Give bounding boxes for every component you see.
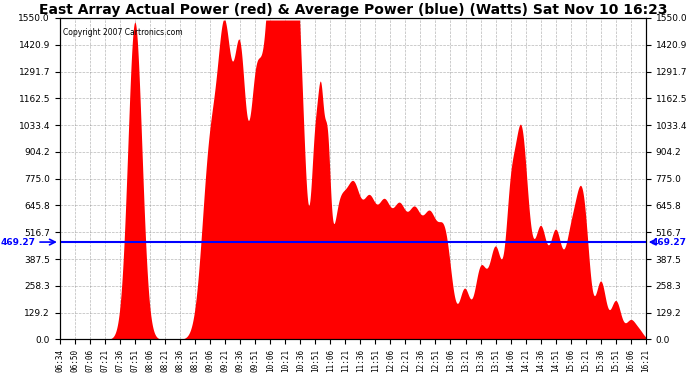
Text: Copyright 2007 Cartronics.com: Copyright 2007 Cartronics.com: [63, 28, 182, 37]
Text: 469.27: 469.27: [1, 237, 36, 246]
Title: East Array Actual Power (red) & Average Power (blue) (Watts) Sat Nov 10 16:23: East Array Actual Power (red) & Average …: [39, 3, 667, 17]
Text: 469.27: 469.27: [652, 237, 687, 246]
